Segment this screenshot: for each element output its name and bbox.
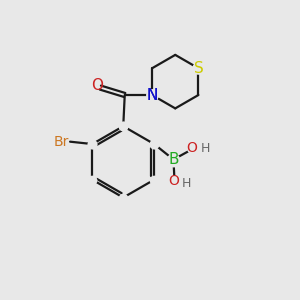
Text: O: O xyxy=(186,141,197,155)
Text: O: O xyxy=(91,78,103,93)
Text: S: S xyxy=(194,61,203,76)
Text: O: O xyxy=(169,174,179,188)
Text: H: H xyxy=(201,142,210,155)
Text: H: H xyxy=(182,177,191,190)
Text: B: B xyxy=(168,152,179,167)
Text: Br: Br xyxy=(53,135,69,149)
Text: N: N xyxy=(146,88,158,103)
Text: N: N xyxy=(146,88,158,103)
